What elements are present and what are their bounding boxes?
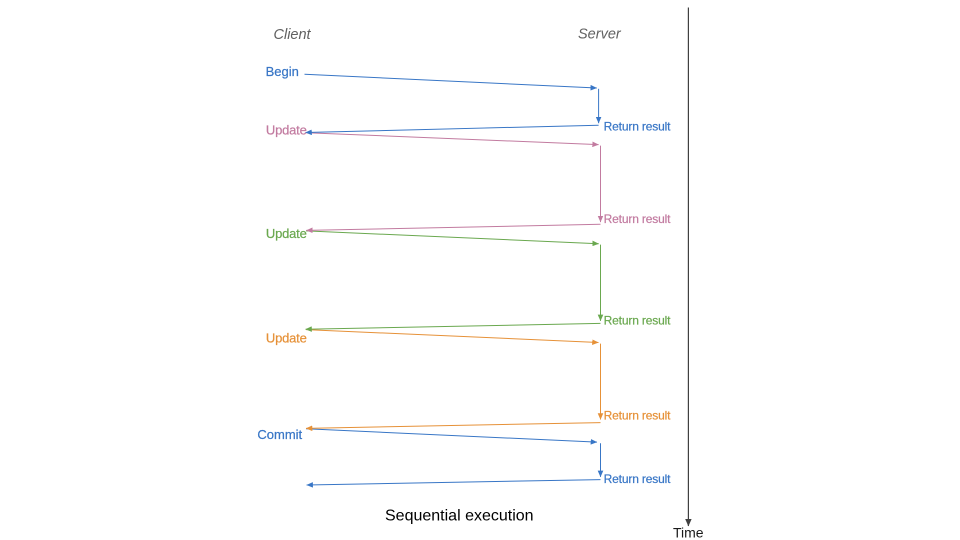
svg-text:Sequential execution: Sequential execution bbox=[385, 508, 534, 525]
svg-text:Update: Update bbox=[266, 226, 307, 241]
svg-text:Time: Time bbox=[673, 524, 704, 540]
svg-text:Update: Update bbox=[266, 330, 307, 345]
svg-text:Return result: Return result bbox=[604, 409, 672, 423]
svg-text:Return result: Return result bbox=[604, 120, 672, 134]
svg-text:Return result: Return result bbox=[604, 472, 672, 486]
svg-text:Update: Update bbox=[266, 122, 307, 137]
svg-text:Client: Client bbox=[274, 27, 312, 43]
svg-text:Return result: Return result bbox=[604, 313, 672, 327]
svg-text:Begin: Begin bbox=[266, 64, 299, 79]
svg-text:Return result: Return result bbox=[604, 212, 672, 226]
svg-text:Commit: Commit bbox=[257, 427, 302, 442]
svg-text:Server: Server bbox=[578, 27, 622, 43]
